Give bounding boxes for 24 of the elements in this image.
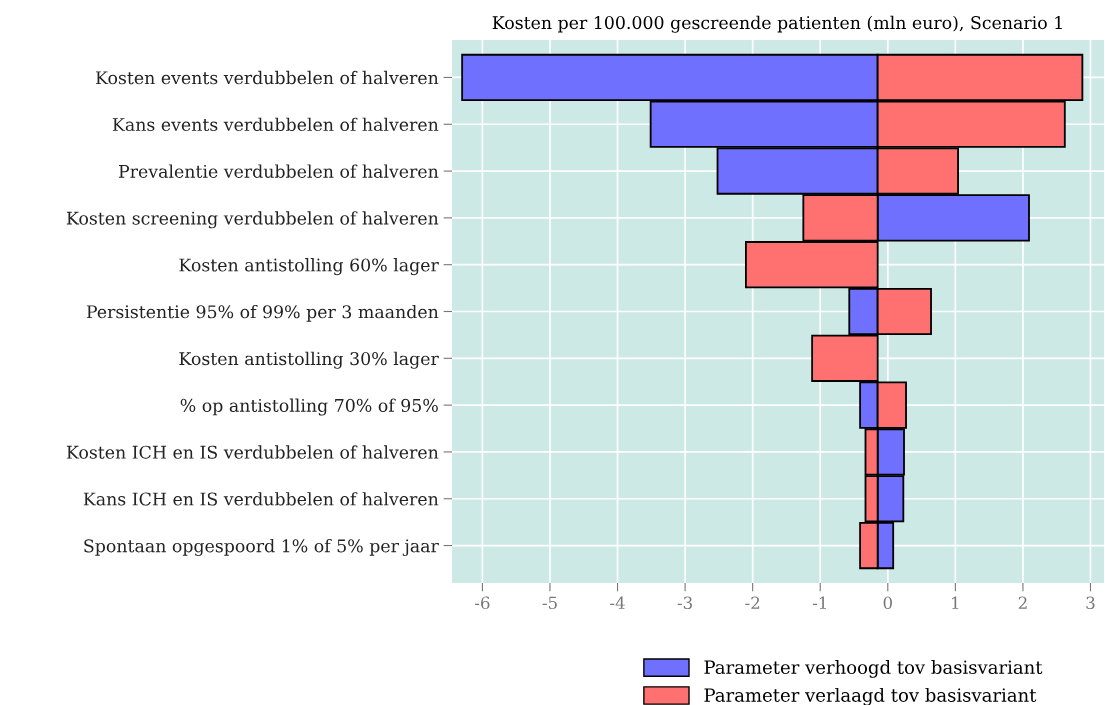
legend-label: Parameter verlaagd tov basisvariant	[704, 687, 1037, 705]
y-tick-label: Kans ICH en IS verdubbelen of halveren	[83, 492, 439, 506]
y-tick-label: Kosten events verdubbelen of halveren	[95, 70, 439, 85]
x-tick-label: -1	[812, 596, 826, 609]
y-tick-label: Persistentie 95% of 99% per 3 maanden	[86, 304, 439, 322]
legend-label: Parameter verhoogd tov basisvariant	[704, 660, 1043, 678]
x-tick-label: 3	[1086, 596, 1095, 610]
y-tick-label: Kosten screening verdubbelen of halveren	[66, 211, 439, 229]
x-tick-label: 1	[952, 596, 959, 609]
y-tick-label: Kans events verdubbelen of halveren	[112, 117, 439, 132]
x-tick-label: -4	[610, 596, 625, 609]
x-tick-label: -3	[677, 596, 692, 610]
y-tick-label: Kosten antistolling 30% lager	[179, 351, 439, 369]
y-tick-label: Kosten antistolling 60% lager	[179, 258, 439, 276]
y-tick-label: % op antistolling 70% of 95%	[180, 398, 438, 416]
x-tick-label: 2	[1018, 596, 1027, 609]
x-tick-label: 0	[883, 596, 892, 610]
x-tick-label: -5	[542, 596, 557, 610]
y-tick-label: Spontaan opgespoord 1% of 5% per jaar	[84, 538, 439, 557]
y-tick-label: Kosten ICH en IS verdubbelen of halveren	[66, 445, 439, 459]
y-tick-label: Prevalentie verdubbelen of halveren	[118, 164, 439, 178]
chart-title: Kosten per 100.000 gescreende patienten (mln euro), Scenario 1	[492, 15, 1062, 33]
x-tick-label: -6	[475, 596, 490, 610]
x-tick-label: -2	[745, 596, 760, 609]
